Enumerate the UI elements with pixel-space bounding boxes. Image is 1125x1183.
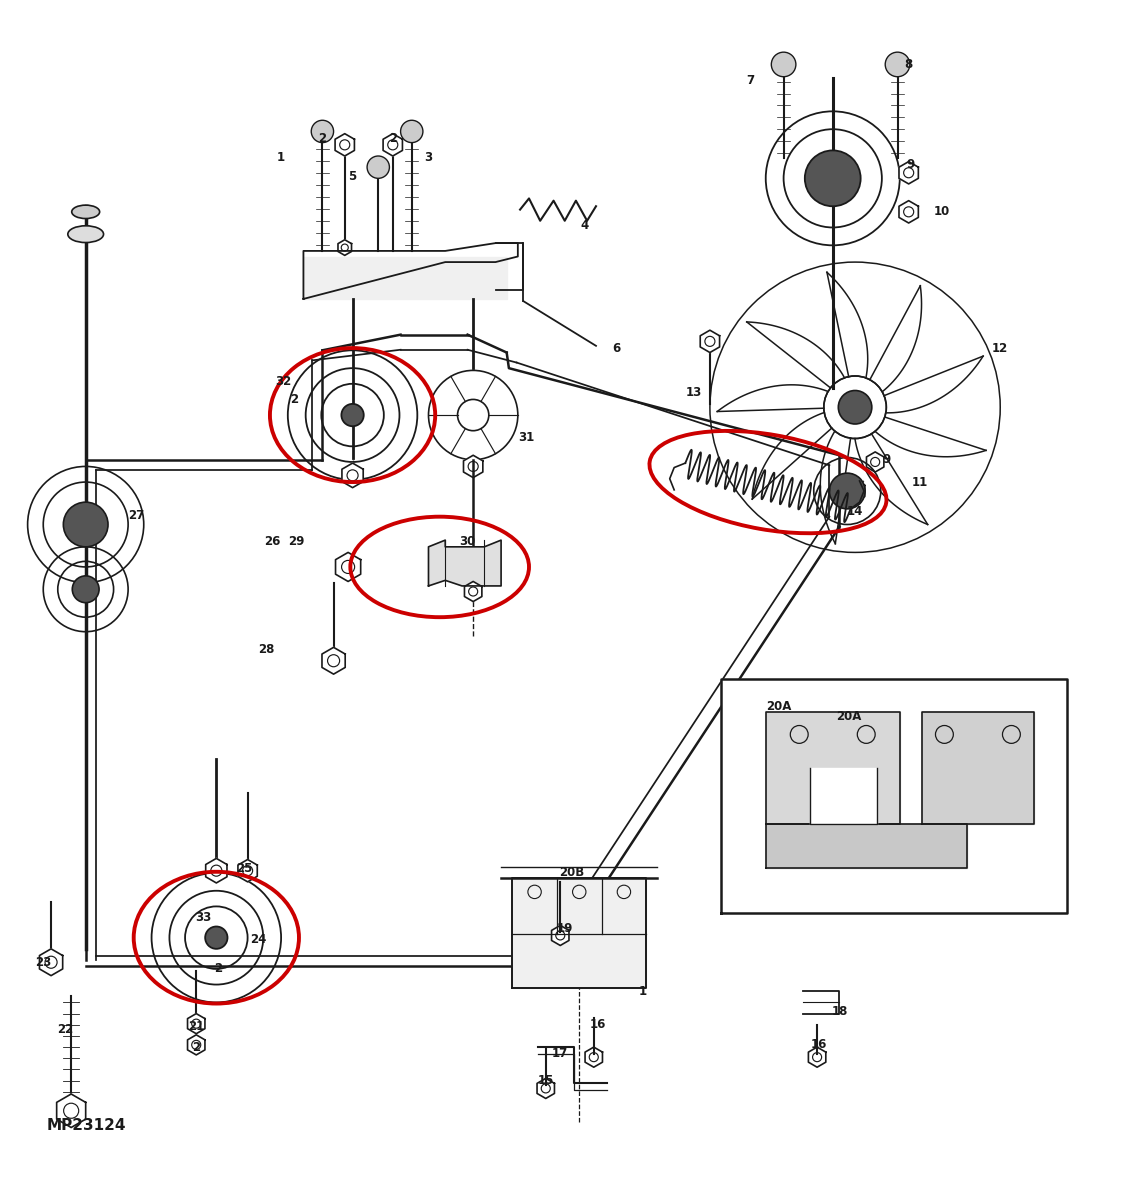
- Polygon shape: [56, 1094, 86, 1127]
- Polygon shape: [335, 134, 354, 156]
- Text: 24: 24: [251, 933, 267, 946]
- Text: MP23124: MP23124: [46, 1118, 126, 1133]
- Text: 18: 18: [831, 1004, 847, 1017]
- Text: 2: 2: [192, 1041, 200, 1054]
- Polygon shape: [206, 859, 227, 883]
- Text: 30: 30: [459, 535, 476, 548]
- Polygon shape: [810, 768, 878, 823]
- Circle shape: [829, 473, 865, 509]
- Text: 11: 11: [911, 476, 928, 489]
- Polygon shape: [551, 925, 569, 945]
- Polygon shape: [465, 548, 482, 568]
- Text: 26: 26: [264, 535, 280, 548]
- Text: 33: 33: [195, 911, 212, 924]
- Circle shape: [804, 150, 861, 206]
- Text: 31: 31: [519, 431, 534, 444]
- Text: 1: 1: [277, 150, 285, 163]
- Ellipse shape: [72, 205, 100, 219]
- Text: 32: 32: [276, 375, 291, 388]
- Text: 14: 14: [847, 505, 863, 518]
- Text: 2: 2: [215, 963, 223, 976]
- Text: 13: 13: [686, 386, 702, 399]
- Text: 22: 22: [57, 1023, 74, 1036]
- Polygon shape: [766, 712, 900, 823]
- Polygon shape: [766, 823, 966, 868]
- Polygon shape: [464, 455, 483, 478]
- Circle shape: [772, 52, 795, 77]
- Text: 8: 8: [904, 58, 912, 71]
- Polygon shape: [342, 463, 363, 487]
- Text: 4: 4: [580, 219, 590, 232]
- Polygon shape: [845, 480, 865, 502]
- Circle shape: [341, 403, 363, 426]
- Text: 20B: 20B: [559, 866, 584, 879]
- Text: 2: 2: [389, 131, 397, 144]
- Polygon shape: [700, 330, 720, 353]
- Polygon shape: [922, 712, 1034, 823]
- Text: 1: 1: [639, 984, 647, 997]
- Circle shape: [838, 390, 872, 424]
- Text: 28: 28: [259, 644, 274, 657]
- Text: 16: 16: [811, 1039, 828, 1052]
- Text: 2: 2: [290, 393, 298, 406]
- Polygon shape: [899, 201, 918, 224]
- Text: 15: 15: [538, 1074, 554, 1087]
- Text: 17: 17: [552, 1047, 568, 1060]
- Polygon shape: [338, 240, 351, 256]
- Circle shape: [63, 502, 108, 547]
- Text: 16: 16: [590, 1019, 606, 1032]
- Text: 20A: 20A: [836, 710, 861, 723]
- Polygon shape: [335, 552, 361, 582]
- Polygon shape: [429, 541, 501, 586]
- Polygon shape: [512, 879, 646, 988]
- Polygon shape: [899, 162, 918, 183]
- Circle shape: [312, 121, 334, 143]
- Polygon shape: [809, 1047, 826, 1067]
- Polygon shape: [866, 452, 884, 472]
- Text: 7: 7: [746, 73, 754, 86]
- Polygon shape: [721, 679, 1068, 913]
- Polygon shape: [39, 949, 63, 976]
- Polygon shape: [322, 647, 345, 674]
- Text: 5: 5: [349, 169, 357, 182]
- Text: 12: 12: [992, 342, 1008, 355]
- Text: 23: 23: [35, 956, 52, 969]
- Text: 9: 9: [907, 159, 915, 172]
- Polygon shape: [237, 860, 258, 881]
- Circle shape: [885, 52, 910, 77]
- Text: 21: 21: [188, 1021, 205, 1034]
- Polygon shape: [304, 257, 506, 299]
- Polygon shape: [188, 1035, 205, 1055]
- Polygon shape: [384, 134, 403, 156]
- Text: 2: 2: [318, 131, 326, 144]
- Circle shape: [400, 121, 423, 143]
- Polygon shape: [585, 1047, 603, 1067]
- Polygon shape: [188, 1014, 205, 1034]
- Text: 3: 3: [424, 150, 433, 163]
- Circle shape: [205, 926, 227, 949]
- Polygon shape: [465, 582, 482, 601]
- Text: 6: 6: [612, 342, 620, 355]
- Circle shape: [367, 156, 389, 179]
- Circle shape: [72, 576, 99, 602]
- Text: 20A: 20A: [766, 700, 791, 713]
- Text: 25: 25: [236, 862, 252, 875]
- Text: 29: 29: [288, 535, 305, 548]
- Text: 27: 27: [128, 509, 144, 522]
- Polygon shape: [537, 1079, 555, 1099]
- Text: 9: 9: [882, 453, 891, 466]
- Text: 10: 10: [934, 206, 951, 219]
- Text: 19: 19: [557, 923, 573, 936]
- Ellipse shape: [68, 226, 104, 243]
